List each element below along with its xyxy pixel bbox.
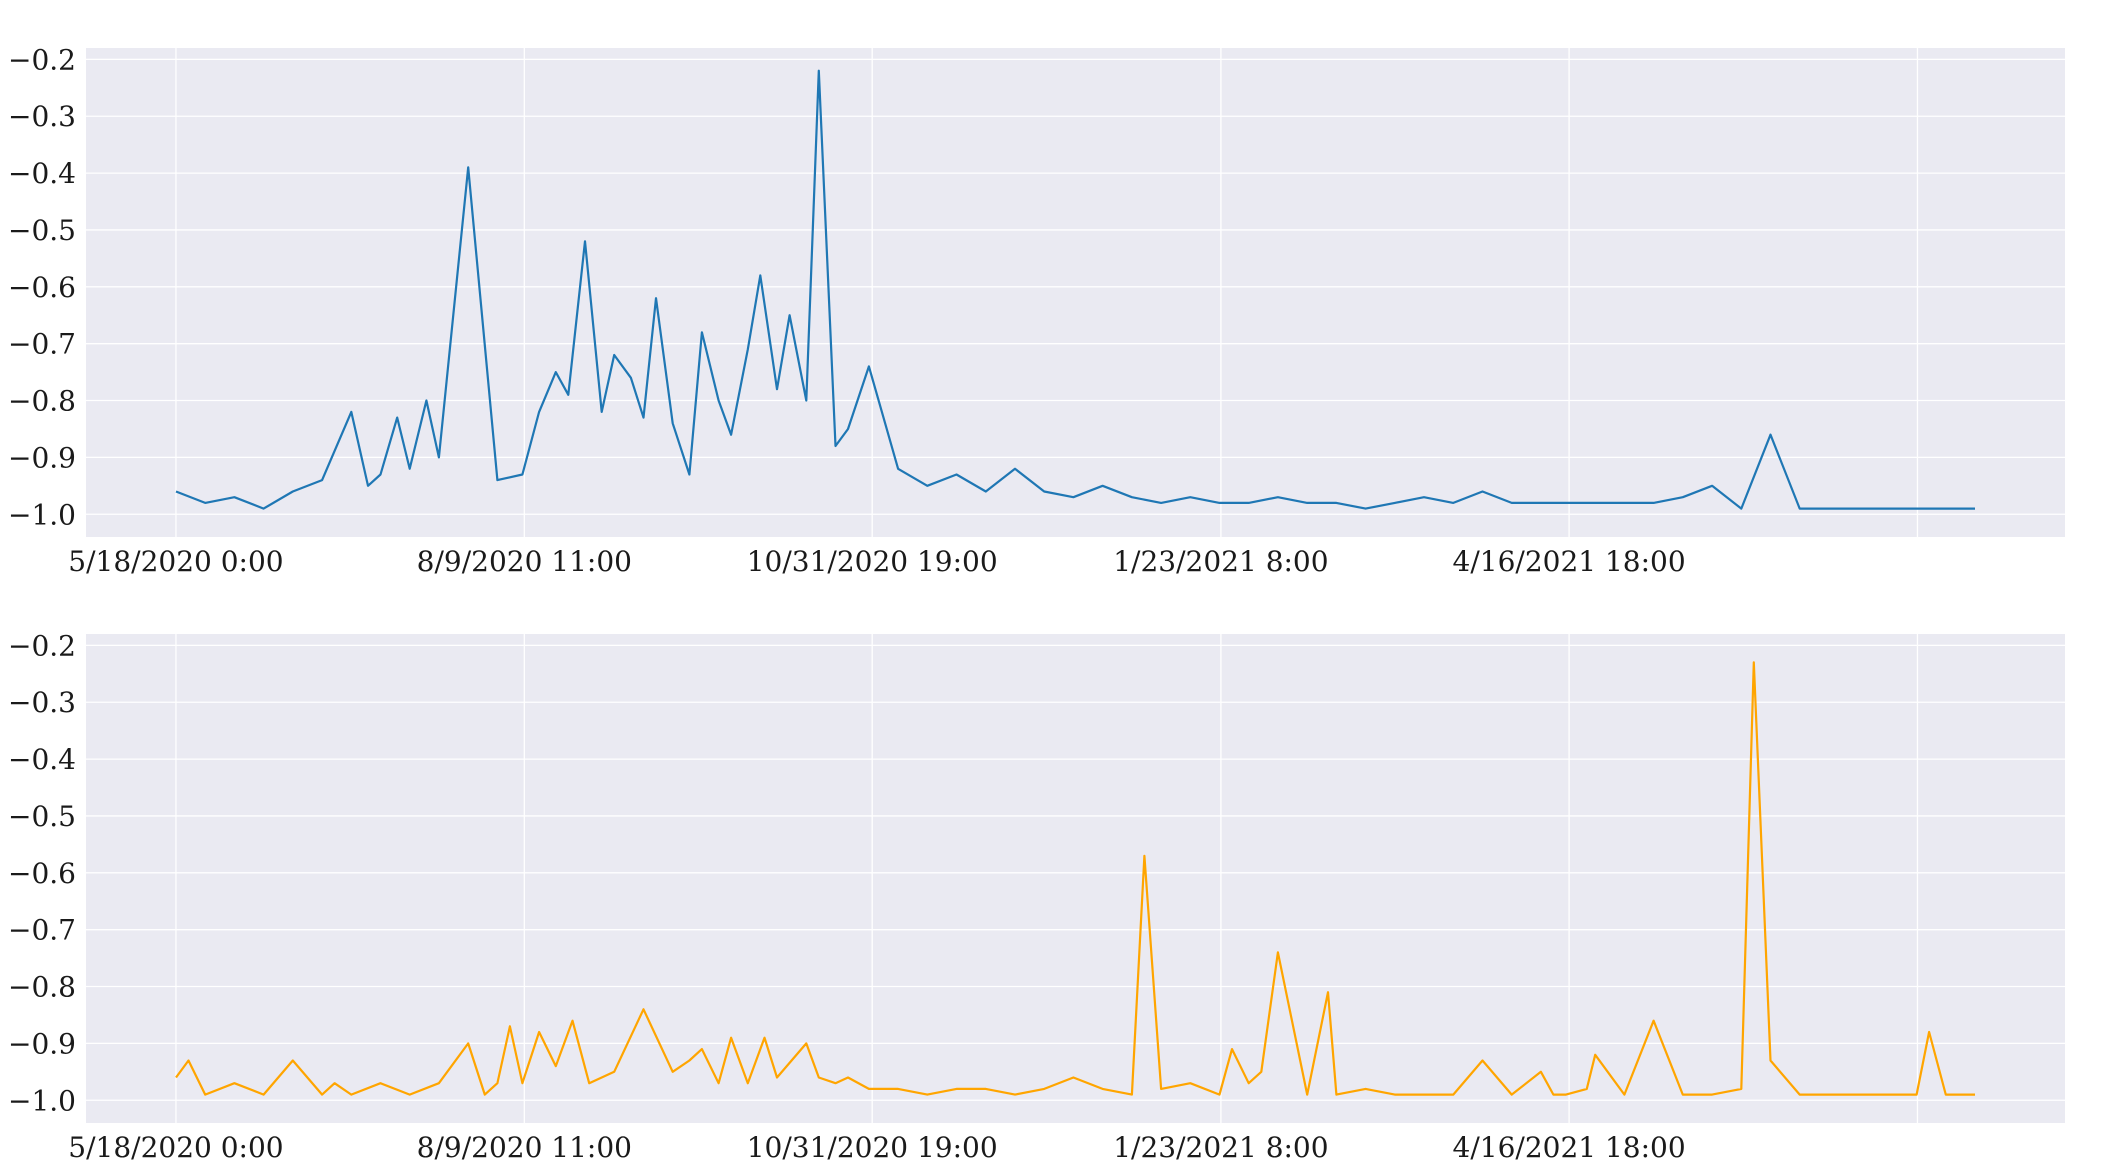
y-tick-label: −0.4 bbox=[8, 743, 76, 776]
y-tick-label: −0.7 bbox=[8, 328, 76, 361]
y-tick-label: −0.6 bbox=[8, 271, 76, 304]
y-tick-label: −0.4 bbox=[8, 157, 76, 190]
bottom-series-group bbox=[175, 661, 1975, 1096]
x-tick-label: 1/23/2021 8:00 bbox=[1113, 545, 1328, 578]
x-tick-label: 10/31/2020 19:00 bbox=[747, 545, 998, 578]
x-tick-label: 10/31/2020 19:00 bbox=[747, 1131, 998, 1164]
series-line bbox=[175, 69, 1975, 510]
bottom-y-axis: −0.2 −0.3 −0.4 −0.5 −0.6 −0.7 −0.8 −0.9 −1.0 bbox=[8, 629, 76, 1117]
y-tick-label: −0.5 bbox=[8, 214, 76, 247]
x-tick-label: 8/9/2020 11:00 bbox=[417, 1131, 632, 1164]
y-tick-label: −0.5 bbox=[8, 800, 76, 833]
x-tick-label: 8/9/2020 11:00 bbox=[417, 545, 632, 578]
y-tick-label: −0.2 bbox=[8, 629, 76, 662]
top-grid bbox=[86, 48, 2065, 537]
x-tick-label: 5/18/2020 0:00 bbox=[68, 545, 283, 578]
y-tick-label: −0.8 bbox=[8, 971, 76, 1004]
y-tick-label: −0.8 bbox=[8, 385, 76, 418]
x-tick-label: 4/16/2021 18:00 bbox=[1453, 545, 1686, 578]
y-tick-label: −0.2 bbox=[8, 43, 76, 76]
bottom-plot-area bbox=[86, 634, 2065, 1123]
top-y-axis: −0.2 −0.3 −0.4 −0.5 −0.6 −0.7 −0.8 −0.9 −1.0 bbox=[8, 43, 76, 531]
y-tick-label: −0.3 bbox=[8, 686, 76, 719]
bottom-grid bbox=[86, 634, 2065, 1123]
y-tick-label: −0.6 bbox=[8, 857, 76, 890]
x-tick-label: 1/23/2021 8:00 bbox=[1113, 1131, 1328, 1164]
y-tick-label: −0.3 bbox=[8, 100, 76, 133]
top-series-group bbox=[175, 69, 1975, 510]
y-tick-label: −0.9 bbox=[8, 1027, 76, 1060]
series-line bbox=[175, 661, 1975, 1096]
top-plot-area bbox=[86, 48, 2065, 537]
y-tick-label: −1.0 bbox=[8, 1084, 76, 1117]
top-x-axis: 5/18/2020 0:00 8/9/2020 11:00 10/31/2020 1… bbox=[68, 545, 1685, 578]
top-line-chart: −0.2 −0.3 −0.4 −0.5 −0.6 −0.7 −0.8 −0.9 −1.0 5/1… bbox=[8, 43, 2065, 578]
y-tick-label: −0.7 bbox=[8, 914, 76, 947]
x-tick-label: 5/18/2020 0:00 bbox=[68, 1131, 283, 1164]
y-tick-label: −0.9 bbox=[8, 441, 76, 474]
x-tick-label: 4/16/2021 18:00 bbox=[1453, 1131, 1686, 1164]
bottom-x-axis: 5/18/2020 0:00 8/9/2020 11:00 10/31/2020 1… bbox=[68, 1131, 1685, 1164]
bottom-line-chart: −0.2 −0.3 −0.4 −0.5 −0.6 −0.7 −0.8 −0.9 −1.0 5/1… bbox=[8, 629, 2065, 1164]
y-tick-label: −1.0 bbox=[8, 498, 76, 531]
